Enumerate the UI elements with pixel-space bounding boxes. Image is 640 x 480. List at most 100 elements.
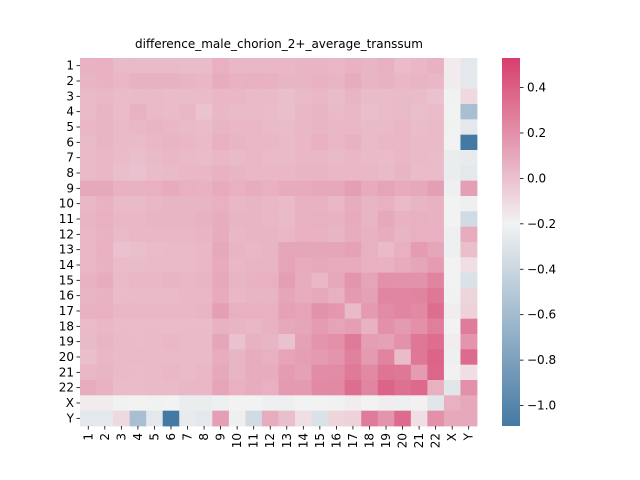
- heatmap-cell-8-8: [195, 165, 213, 182]
- heatmap-cell-7-22: [427, 150, 445, 166]
- heatmap-cell-22-17: [344, 380, 362, 396]
- heatmap-cell-3-Y: [460, 88, 478, 105]
- heatmap-cell-19-10: [228, 334, 246, 350]
- heatmap-cell-Y-6: [162, 410, 180, 427]
- heatmap-cell-21-22: [427, 364, 445, 381]
- heatmap-cell-20-5: [146, 349, 164, 366]
- column-label: 12: [263, 433, 277, 448]
- heatmap-cell-5-14: [295, 119, 312, 136]
- heatmap-cell-19-16: [328, 334, 346, 350]
- heatmap-cell-13-17: [344, 242, 362, 258]
- heatmap-cell-10-Y: [460, 196, 478, 212]
- heatmap-cell-20-3: [113, 349, 131, 366]
- heatmap-cell-18-3: [113, 318, 131, 335]
- heatmap-cell-15-8: [195, 272, 213, 289]
- heatmap-cell-Y-16: [328, 410, 346, 427]
- colorbar-tick-label: −0.6: [527, 308, 556, 322]
- heatmap-cell-6-10: [228, 134, 246, 151]
- heatmap-cell-21-21: [410, 364, 428, 381]
- heatmap-cell-2-13: [278, 73, 296, 90]
- heatmap-cell-17-X: [443, 303, 461, 320]
- heatmap-cell-15-7: [179, 272, 197, 289]
- heatmap-cell-21-16: [328, 364, 346, 381]
- heatmap-cell-18-6: [162, 318, 180, 335]
- heatmap-cell-4-4: [129, 104, 147, 120]
- heatmap-cell-13-11: [245, 242, 263, 258]
- heatmap-cell-9-12: [261, 180, 279, 197]
- heatmap-cell-22-5: [146, 380, 164, 396]
- heatmap-cell-5-Y: [460, 119, 478, 136]
- heatmap-cell-2-6: [162, 73, 180, 90]
- heatmap-cell-3-8: [195, 88, 213, 105]
- column-label: 13: [280, 433, 294, 448]
- heatmap-cell-21-X: [443, 364, 461, 381]
- heatmap-cell-17-8: [195, 303, 213, 320]
- heatmap-cell-21-14: [295, 364, 312, 381]
- heatmap-cell-18-2: [96, 318, 114, 335]
- heatmap-cell-16-16: [328, 288, 346, 304]
- heatmap-cell-2-14: [295, 73, 312, 90]
- heatmap-cell-3-18: [361, 88, 379, 105]
- heatmap-cell-1-5: [146, 58, 164, 74]
- heatmap-cell-20-4: [129, 349, 147, 366]
- heatmap-cell-11-7: [179, 211, 197, 228]
- heatmap-cell-22-Y: [460, 380, 478, 396]
- heatmap-cell-2-17: [344, 73, 362, 90]
- heatmap-cell-11-10: [228, 211, 246, 228]
- heatmap-cell-8-4: [129, 165, 147, 182]
- heatmap-cell-8-6: [162, 165, 180, 182]
- heatmap-cell-2-11: [245, 73, 263, 90]
- heatmap-cell-8-5: [146, 165, 164, 182]
- heatmap-cell-20-10: [228, 349, 246, 366]
- heatmap-cell-2-18: [361, 73, 379, 90]
- heatmap-cell-20-Y: [460, 349, 478, 366]
- heatmap-cell-X-3: [113, 395, 131, 412]
- row-label: 3: [66, 89, 74, 103]
- heatmap-cell-Y-3: [113, 410, 131, 427]
- heatmap-cell-4-1: [80, 104, 97, 120]
- heatmap-cell-7-11: [245, 150, 263, 166]
- heatmap-cell-17-15: [311, 303, 329, 320]
- colorbar-gradient: [502, 58, 520, 426]
- heatmap-cell-Y-X: [443, 410, 461, 427]
- heatmap-cell-4-5: [146, 104, 164, 120]
- heatmap-cell-12-6: [162, 226, 180, 243]
- heatmap-cell-7-20: [394, 150, 412, 166]
- heatmap-cell-9-6: [162, 180, 180, 197]
- row-label: 5: [66, 120, 74, 134]
- heatmap-cell-3-4: [129, 88, 147, 105]
- heatmap-cell-21-15: [311, 364, 329, 381]
- heatmap-cell-12-1: [80, 226, 97, 243]
- heatmap-cell-19-1: [80, 334, 97, 350]
- heatmap-cell-5-1: [80, 119, 97, 136]
- heatmap-cell-3-15: [311, 88, 329, 105]
- heatmap-cell-1-9: [212, 58, 230, 74]
- heatmap-cell-14-20: [394, 257, 412, 274]
- heatmap-cell-18-4: [129, 318, 147, 335]
- heatmap-cell-7-16: [328, 150, 346, 166]
- heatmap-cell-15-13: [278, 272, 296, 289]
- heatmap-cell-12-12: [261, 226, 279, 243]
- heatmap-cell-2-15: [311, 73, 329, 90]
- heatmap-cell-9-X: [443, 180, 461, 197]
- heatmap-cell-3-21: [410, 88, 428, 105]
- heatmap-cell-1-4: [129, 58, 147, 74]
- heatmap-cell-10-18: [361, 196, 379, 212]
- heatmap-cell-X-4: [129, 395, 147, 412]
- heatmap-cell-11-12: [261, 211, 279, 228]
- heatmap-cell-7-15: [311, 150, 329, 166]
- heatmap-cell-13-14: [295, 242, 312, 258]
- heatmap-cell-19-4: [129, 334, 147, 350]
- heatmap-cell-21-1: [80, 364, 97, 381]
- heatmap-cell-4-21: [410, 104, 428, 120]
- heatmap-cell-16-12: [261, 288, 279, 304]
- heatmap-cell-12-11: [245, 226, 263, 243]
- heatmap-cell-9-Y: [460, 180, 478, 197]
- heatmap-cell-11-13: [278, 211, 296, 228]
- colorbar-tick-label: 0.2: [527, 126, 546, 140]
- heatmap-cell-Y-5: [146, 410, 164, 427]
- heatmap-cell-16-14: [295, 288, 312, 304]
- heatmap-cell-8-15: [311, 165, 329, 182]
- heatmap-cell-13-16: [328, 242, 346, 258]
